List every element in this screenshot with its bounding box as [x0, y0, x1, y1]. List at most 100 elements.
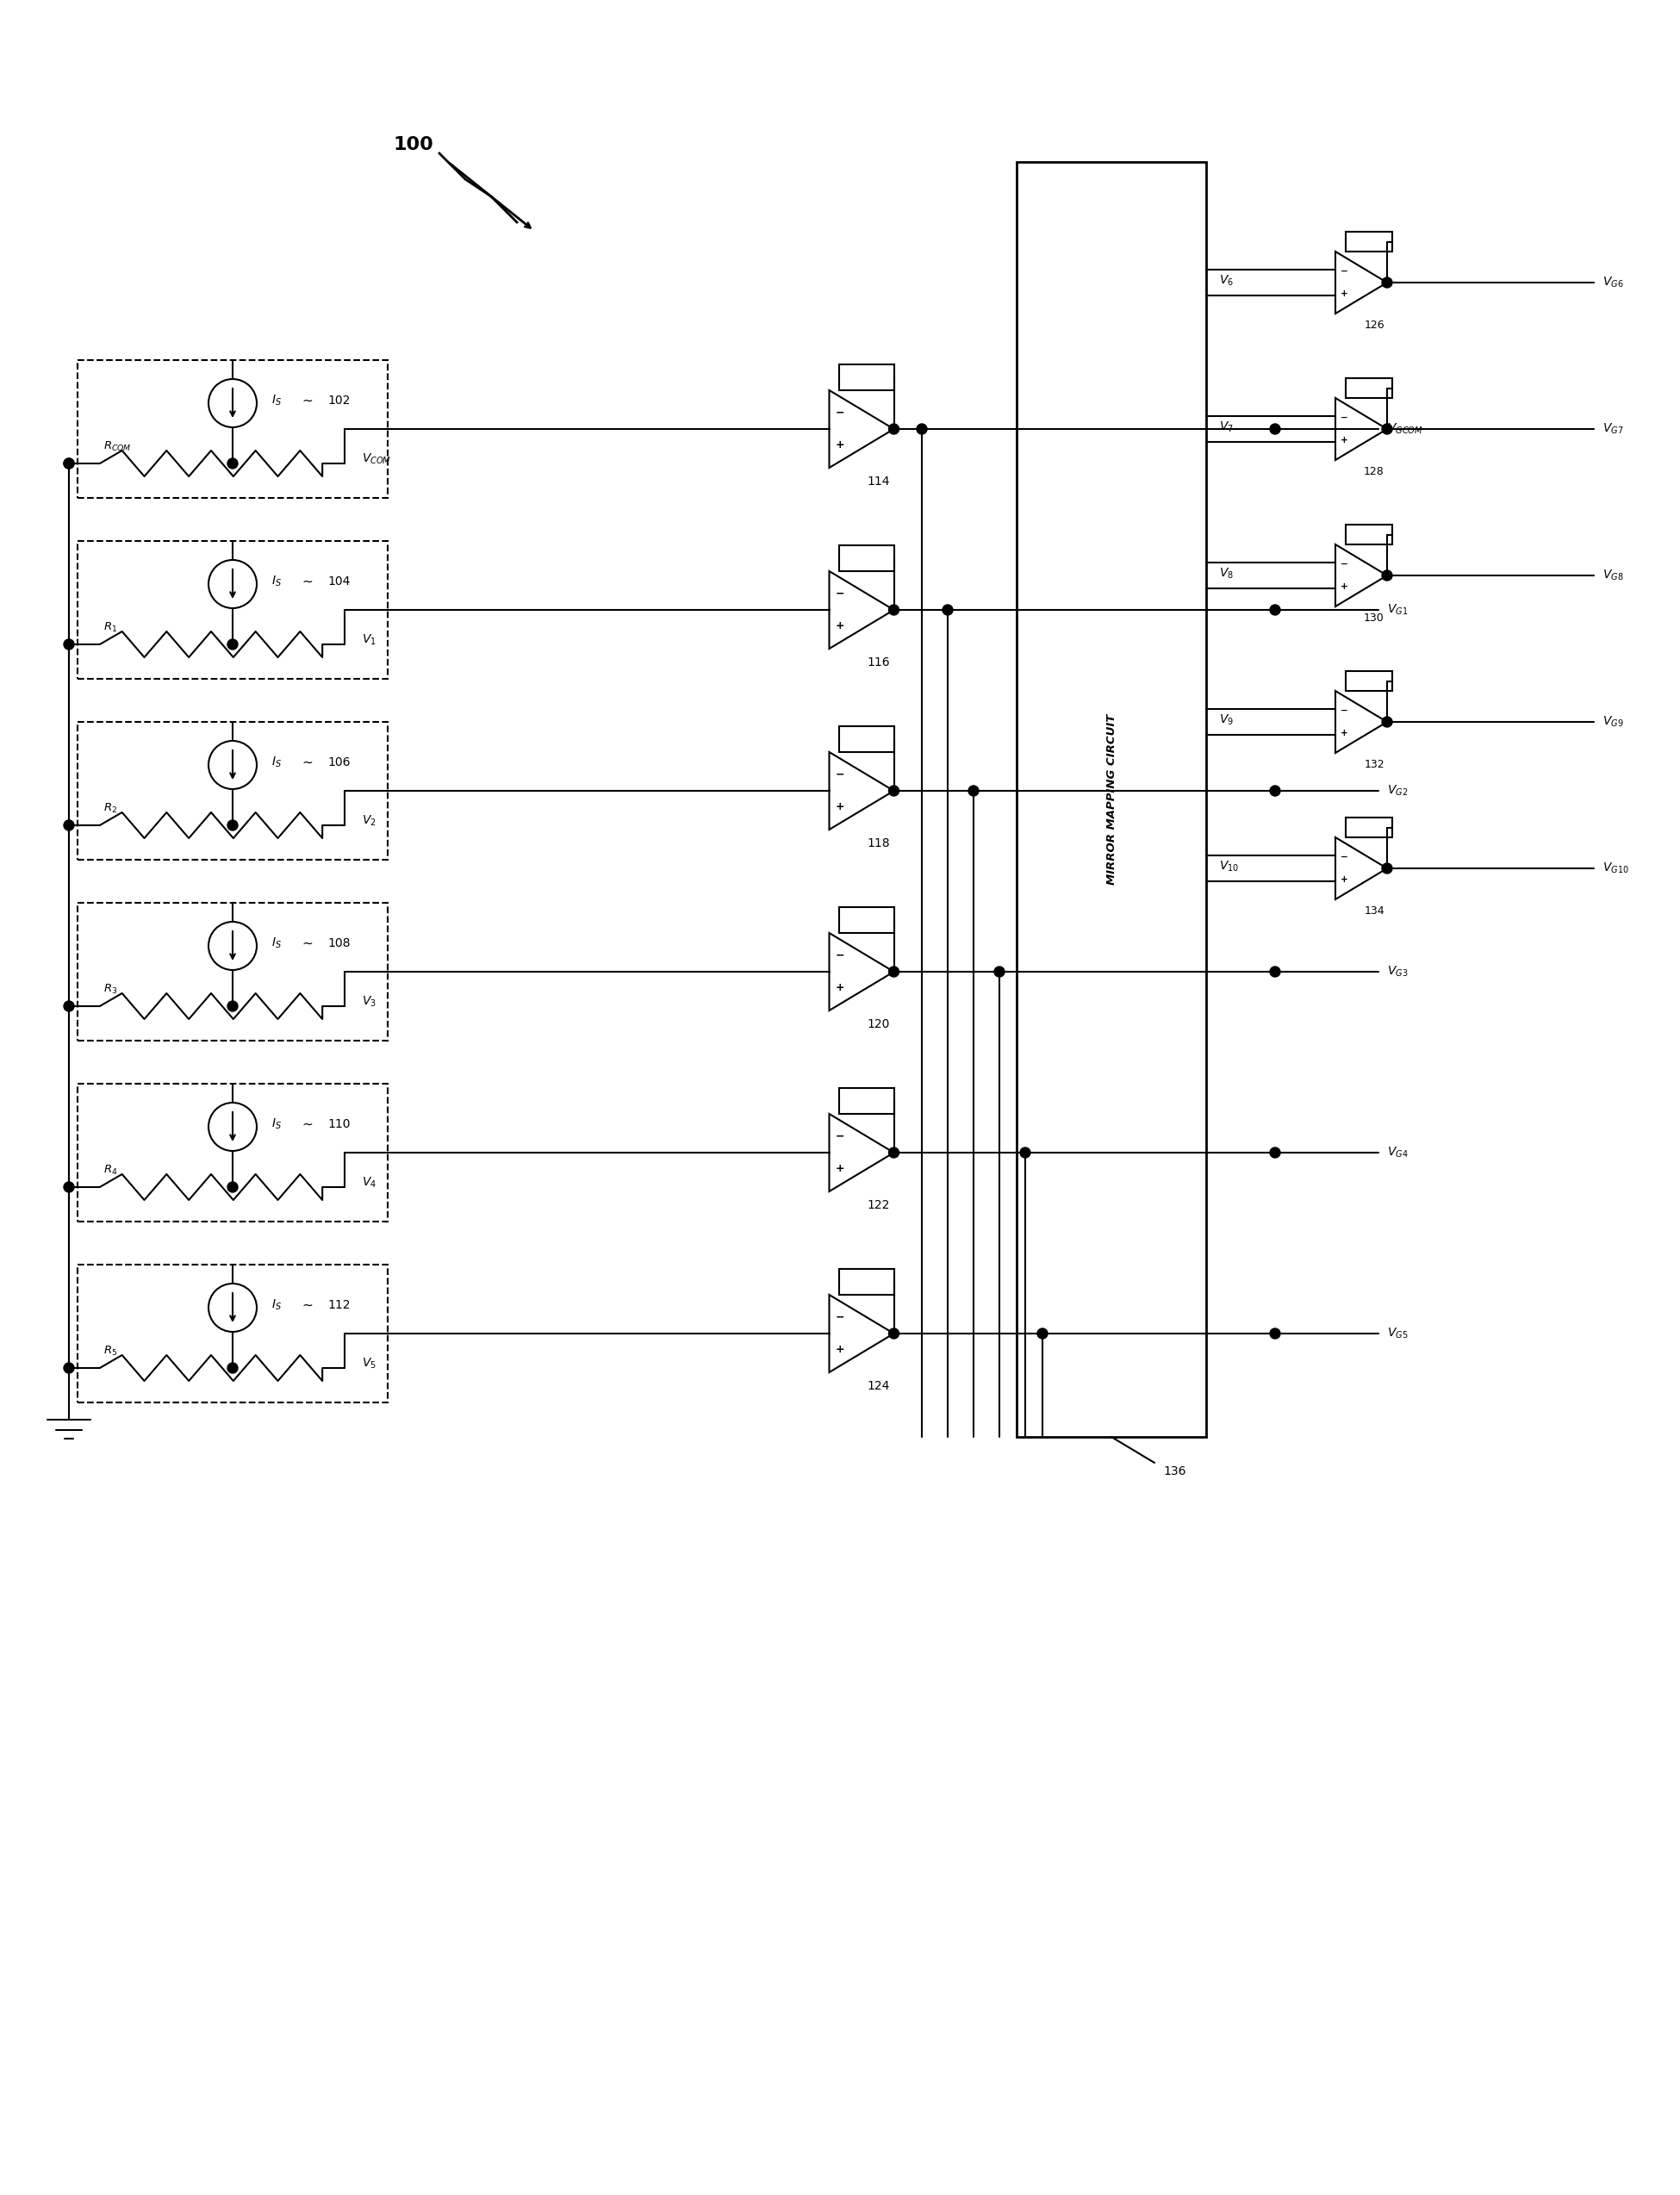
Text: $V_{G2}$: $V_{G2}$: [1388, 784, 1408, 799]
Text: +: +: [835, 801, 843, 812]
Text: $R_2$: $R_2$: [104, 801, 118, 814]
Bar: [838, 364, 894, 391]
Circle shape: [227, 1363, 239, 1374]
Circle shape: [889, 606, 899, 615]
Text: $V_7$: $V_7$: [1220, 419, 1233, 435]
Circle shape: [1383, 863, 1393, 874]
Text: $V_{COM}$: $V_{COM}$: [361, 452, 391, 465]
Circle shape: [1383, 424, 1393, 435]
Text: −: −: [835, 768, 843, 779]
Circle shape: [889, 1148, 899, 1157]
Text: ~: ~: [301, 1299, 312, 1313]
Bar: [838, 727, 894, 753]
Circle shape: [64, 1363, 74, 1374]
Text: 118: 118: [867, 836, 890, 849]
Text: 134: 134: [1364, 907, 1384, 918]
Polygon shape: [1336, 836, 1388, 900]
Circle shape: [889, 424, 899, 435]
Circle shape: [1383, 277, 1393, 288]
Circle shape: [942, 606, 953, 615]
Circle shape: [1037, 1328, 1048, 1339]
Bar: [838, 1269, 894, 1295]
Circle shape: [995, 966, 1005, 977]
Text: 120: 120: [867, 1018, 890, 1029]
Text: $R_4$: $R_4$: [104, 1163, 118, 1177]
Text: $I_S$: $I_S$: [272, 1297, 282, 1313]
Text: 114: 114: [867, 476, 890, 487]
Text: 110: 110: [328, 1117, 349, 1130]
Text: +: +: [835, 1163, 843, 1174]
Circle shape: [1270, 786, 1280, 797]
Circle shape: [64, 459, 74, 470]
Circle shape: [227, 639, 239, 650]
Text: $I_S$: $I_S$: [272, 393, 282, 408]
Text: ~: ~: [301, 937, 312, 950]
Text: 112: 112: [328, 1299, 349, 1310]
Circle shape: [227, 1181, 239, 1192]
Text: −: −: [835, 1313, 843, 1324]
Text: $V_1$: $V_1$: [361, 632, 376, 648]
Text: 130: 130: [1364, 612, 1384, 623]
Text: $R_{COM}$: $R_{COM}$: [104, 439, 131, 452]
Polygon shape: [830, 753, 894, 830]
Text: $V_3$: $V_3$: [361, 994, 376, 1010]
Circle shape: [64, 1001, 74, 1012]
Polygon shape: [1336, 691, 1388, 753]
Text: 132: 132: [1364, 759, 1384, 770]
Text: +: +: [835, 1343, 843, 1354]
Circle shape: [64, 639, 74, 650]
Text: −: −: [1341, 852, 1347, 860]
Text: +: +: [835, 439, 843, 450]
Bar: [77, 360, 388, 498]
Text: 100: 100: [393, 136, 433, 154]
Text: $V_9$: $V_9$: [1220, 713, 1233, 727]
Text: +: +: [1341, 582, 1347, 590]
Circle shape: [889, 786, 899, 797]
Text: 124: 124: [867, 1381, 890, 1392]
Bar: [838, 907, 894, 933]
Text: 106: 106: [328, 757, 349, 768]
Circle shape: [1270, 1328, 1280, 1339]
Text: 126: 126: [1364, 320, 1384, 331]
Text: ~: ~: [301, 755, 312, 768]
Text: $R_5$: $R_5$: [104, 1343, 118, 1357]
Text: $V_4$: $V_4$: [361, 1177, 376, 1190]
Text: $V_{G5}$: $V_{G5}$: [1388, 1326, 1408, 1341]
Text: −: −: [835, 408, 843, 419]
Polygon shape: [1336, 397, 1388, 461]
Text: −: −: [835, 950, 843, 961]
Text: +: +: [1341, 437, 1347, 446]
Bar: [77, 902, 388, 1040]
Polygon shape: [830, 1113, 894, 1192]
Text: $V_2$: $V_2$: [361, 814, 376, 828]
Text: $I_S$: $I_S$: [272, 575, 282, 588]
Text: $V_{G8}$: $V_{G8}$: [1603, 569, 1623, 582]
Polygon shape: [1336, 544, 1388, 606]
Text: $I_S$: $I_S$: [272, 1117, 282, 1130]
Text: $I_S$: $I_S$: [272, 755, 282, 770]
Circle shape: [64, 821, 74, 830]
Circle shape: [227, 459, 239, 470]
Bar: [1346, 672, 1393, 691]
Text: 102: 102: [328, 395, 349, 406]
Text: $V_8$: $V_8$: [1220, 566, 1233, 582]
Text: $V_{G3}$: $V_{G3}$: [1388, 964, 1408, 979]
Circle shape: [64, 1181, 74, 1192]
Bar: [1016, 162, 1206, 1438]
Text: 104: 104: [328, 575, 349, 588]
Circle shape: [227, 821, 239, 830]
Circle shape: [1383, 571, 1393, 582]
Text: ~: ~: [301, 575, 312, 588]
Polygon shape: [1336, 252, 1388, 314]
Circle shape: [1270, 966, 1280, 977]
Bar: [838, 1089, 894, 1113]
Text: $I_S$: $I_S$: [272, 937, 282, 950]
Text: −: −: [1341, 268, 1347, 277]
Text: +: +: [1341, 290, 1347, 299]
Text: $R_3$: $R_3$: [104, 983, 118, 997]
Text: 128: 128: [1364, 465, 1384, 479]
Text: −: −: [835, 1130, 843, 1141]
Text: MIRROR MAPPING CIRCUIT: MIRROR MAPPING CIRCUIT: [1105, 713, 1117, 885]
Text: +: +: [1341, 729, 1347, 738]
Text: −: −: [1341, 560, 1347, 569]
